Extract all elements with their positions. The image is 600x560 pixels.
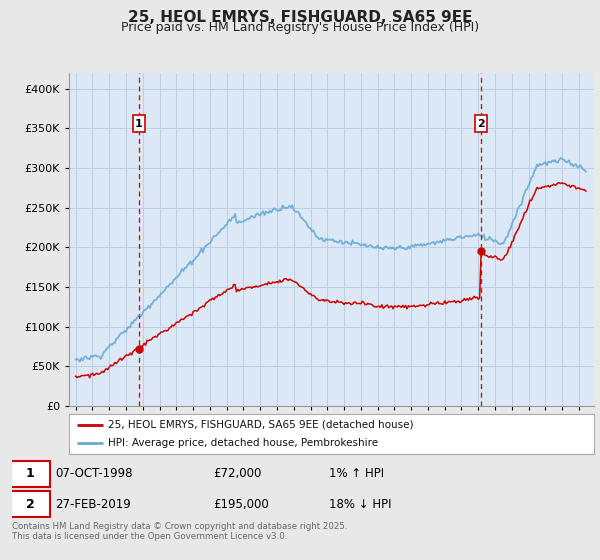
Text: 27-FEB-2019: 27-FEB-2019 xyxy=(55,498,131,511)
FancyBboxPatch shape xyxy=(11,460,50,487)
Text: 25, HEOL EMRYS, FISHGUARD, SA65 9EE (detached house): 25, HEOL EMRYS, FISHGUARD, SA65 9EE (det… xyxy=(109,420,414,430)
Bar xyxy=(139,73,481,406)
Text: 2: 2 xyxy=(477,119,485,129)
Text: 25, HEOL EMRYS, FISHGUARD, SA65 9EE: 25, HEOL EMRYS, FISHGUARD, SA65 9EE xyxy=(128,10,472,25)
Text: 07-OCT-1998: 07-OCT-1998 xyxy=(55,468,133,480)
FancyBboxPatch shape xyxy=(11,491,50,517)
Text: Contains HM Land Registry data © Crown copyright and database right 2025.
This d: Contains HM Land Registry data © Crown c… xyxy=(12,522,347,542)
Text: 2: 2 xyxy=(26,498,35,511)
Text: £72,000: £72,000 xyxy=(214,468,262,480)
Text: £195,000: £195,000 xyxy=(214,498,269,511)
Text: 1: 1 xyxy=(135,119,143,129)
Text: HPI: Average price, detached house, Pembrokeshire: HPI: Average price, detached house, Pemb… xyxy=(109,438,379,448)
Text: 1% ↑ HPI: 1% ↑ HPI xyxy=(329,468,384,480)
Text: Price paid vs. HM Land Registry's House Price Index (HPI): Price paid vs. HM Land Registry's House … xyxy=(121,21,479,34)
Text: 1: 1 xyxy=(26,468,35,480)
FancyBboxPatch shape xyxy=(475,115,487,132)
FancyBboxPatch shape xyxy=(133,115,145,132)
Text: 18% ↓ HPI: 18% ↓ HPI xyxy=(329,498,391,511)
